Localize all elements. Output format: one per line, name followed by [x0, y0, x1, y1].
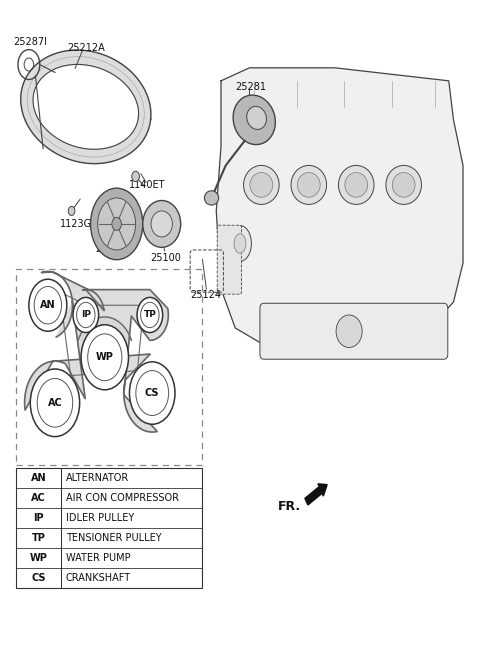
- Text: IP: IP: [81, 310, 91, 319]
- Text: WP: WP: [30, 553, 48, 563]
- Text: AC: AC: [31, 493, 46, 503]
- Ellipse shape: [298, 173, 320, 197]
- Circle shape: [77, 302, 95, 327]
- FancyBboxPatch shape: [260, 303, 448, 359]
- Text: AIR CON COMPRESSOR: AIR CON COMPRESSOR: [66, 493, 179, 503]
- Circle shape: [97, 198, 136, 250]
- Ellipse shape: [143, 201, 180, 247]
- Circle shape: [112, 217, 121, 230]
- Circle shape: [91, 188, 143, 260]
- Text: WATER PUMP: WATER PUMP: [66, 553, 131, 563]
- Polygon shape: [78, 317, 132, 340]
- Ellipse shape: [345, 173, 368, 197]
- Polygon shape: [21, 50, 151, 163]
- Text: TENSIONER PULLEY: TENSIONER PULLEY: [66, 533, 161, 543]
- Text: TP: TP: [32, 533, 46, 543]
- Ellipse shape: [392, 173, 415, 197]
- Text: IDLER PULLEY: IDLER PULLEY: [66, 513, 134, 523]
- Text: CS: CS: [145, 388, 159, 398]
- Text: FR.: FR.: [278, 501, 301, 514]
- Text: 25124: 25124: [190, 291, 221, 300]
- Text: 25281: 25281: [235, 83, 266, 92]
- Text: IP: IP: [33, 513, 44, 523]
- Text: 25287I: 25287I: [13, 37, 47, 47]
- Text: CRANKSHAFT: CRANKSHAFT: [66, 573, 131, 583]
- Ellipse shape: [234, 234, 246, 253]
- Ellipse shape: [204, 191, 219, 205]
- Circle shape: [136, 371, 168, 415]
- Circle shape: [68, 207, 75, 215]
- Circle shape: [29, 279, 67, 331]
- Text: AC: AC: [48, 398, 62, 408]
- Text: WP: WP: [96, 352, 114, 362]
- Polygon shape: [216, 68, 463, 354]
- Ellipse shape: [250, 173, 273, 197]
- Circle shape: [130, 362, 175, 424]
- Text: AN: AN: [40, 300, 56, 310]
- FancyBboxPatch shape: [217, 225, 241, 294]
- Circle shape: [141, 302, 159, 327]
- Ellipse shape: [247, 106, 266, 129]
- Ellipse shape: [151, 211, 172, 237]
- FancyArrow shape: [305, 484, 327, 505]
- Circle shape: [81, 325, 129, 390]
- Ellipse shape: [336, 315, 362, 348]
- Text: 25100: 25100: [150, 253, 181, 263]
- Text: 1140ET: 1140ET: [129, 180, 165, 190]
- Polygon shape: [24, 272, 168, 432]
- Circle shape: [34, 287, 61, 324]
- Text: CS: CS: [31, 573, 46, 583]
- Text: ALTERNATOR: ALTERNATOR: [66, 473, 129, 483]
- Ellipse shape: [233, 95, 276, 144]
- Text: 1123GG: 1123GG: [60, 219, 99, 229]
- Circle shape: [132, 171, 139, 182]
- Ellipse shape: [338, 165, 374, 205]
- Circle shape: [37, 379, 73, 427]
- Ellipse shape: [243, 165, 279, 205]
- Text: 25212A: 25212A: [67, 43, 105, 53]
- Circle shape: [30, 369, 80, 437]
- Bar: [16, 270, 202, 464]
- Bar: [16, 468, 202, 588]
- Text: 25221: 25221: [96, 243, 126, 254]
- Ellipse shape: [386, 165, 421, 205]
- Ellipse shape: [291, 165, 326, 205]
- Circle shape: [73, 297, 98, 333]
- Text: TP: TP: [144, 310, 156, 319]
- Text: AN: AN: [31, 473, 47, 483]
- Circle shape: [137, 297, 163, 333]
- Ellipse shape: [228, 226, 252, 261]
- Circle shape: [88, 334, 122, 380]
